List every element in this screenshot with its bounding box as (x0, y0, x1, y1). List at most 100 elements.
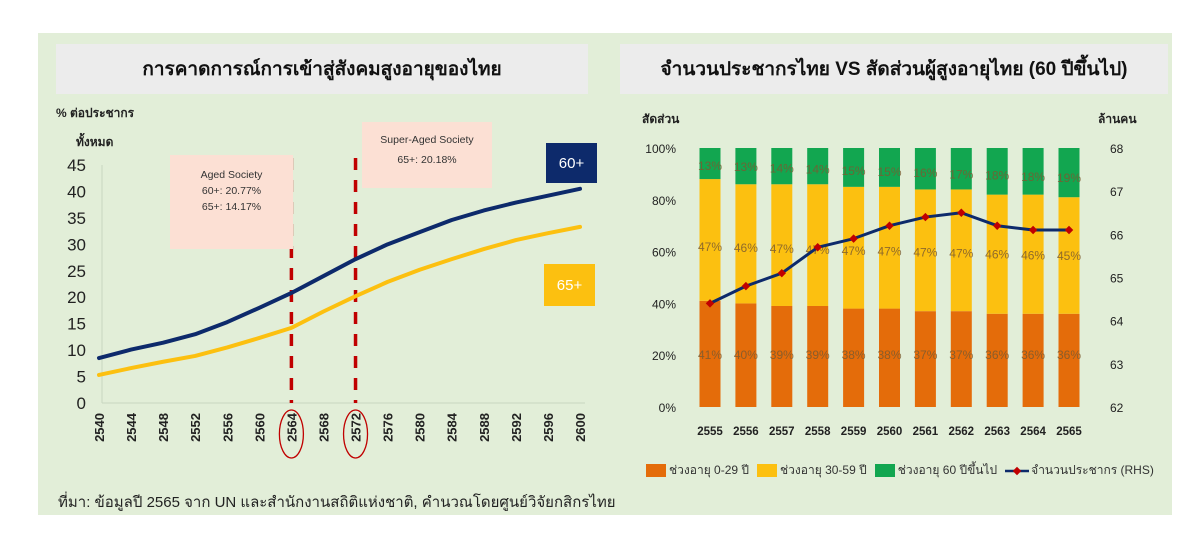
bar-segment-60-plus (1022, 148, 1044, 195)
bar-value-label: 39% (806, 348, 830, 362)
bar-value-label: 46% (734, 241, 758, 255)
right-y-tick-right: 65 (1110, 272, 1124, 286)
bar-value-label: 18% (1021, 170, 1045, 184)
bar-value-label: 47% (913, 246, 937, 260)
bar-value-label: 47% (877, 245, 901, 259)
bar-value-label: 41% (698, 348, 722, 362)
right-x-tick: 2563 (984, 426, 1010, 438)
bar-value-label: 37% (949, 348, 973, 362)
bar-value-label: 38% (877, 348, 901, 362)
left-x-tick: 2580 (413, 413, 428, 442)
right-y-tick-left: 20% (652, 349, 676, 363)
bar-value-label: 37% (913, 348, 937, 362)
left-chart-title: การคาดการณ์การเข้าสู่สังคมสูงอายุของไทย (56, 44, 588, 94)
right-chart-title: จำนวนประชากรไทย VS สัดส่วนผู้สูงอายุไทย … (620, 44, 1168, 94)
left-x-tick: 2588 (477, 413, 492, 442)
left-x-tick: 2556 (220, 413, 235, 442)
aged-line1: 60+: 20.77% (201, 185, 262, 197)
left-x-tick: 2592 (509, 413, 524, 442)
super-aged-annotation: Super-Aged Society 65+: 20.18% (362, 122, 492, 188)
right-x-tick: 2561 (913, 426, 939, 438)
left-y-tick: 15 (67, 315, 86, 334)
bar-value-label: 36% (1021, 348, 1045, 362)
left-x-tick: 2564 (284, 412, 299, 442)
legend-label-60-plus: ช่วงอายุ 60 ปีขึ้นไป (897, 463, 998, 477)
bar-value-label: 14% (806, 163, 830, 177)
left-y-tick: 10 (67, 341, 86, 360)
right-x-tick: 2556 (733, 426, 759, 438)
right-y-tick-right: 66 (1110, 228, 1124, 242)
marker-year-circle (342, 409, 369, 459)
left-y-tick: 25 (67, 262, 86, 281)
bar-value-label: 45% (1057, 249, 1081, 263)
right-y-tick-right: 67 (1110, 185, 1124, 199)
right-chart-plot: 0% 20% 40% 60% 80% 100% 62 63 64 65 66 67 68 41% 47% 13… (645, 142, 1124, 438)
bar-segment-0-29 (807, 305, 829, 407)
bar-value-label: 17% (949, 167, 973, 181)
population-marker (777, 268, 787, 278)
right-y-tick-right: 68 (1110, 142, 1124, 156)
left-x-tick: 2552 (188, 413, 203, 442)
left-y-tick: 40 (67, 182, 86, 201)
left-x-tick: 2596 (541, 413, 556, 442)
right-x-tick: 2562 (949, 426, 975, 438)
bar-value-label: 15% (842, 164, 866, 178)
super-aged-title: Super-Aged Society (380, 134, 474, 146)
right-x-tick: 2565 (1056, 426, 1082, 438)
left-y-tick: 5 (77, 368, 86, 387)
badge-65-plus: 65+ (544, 264, 595, 306)
bar-segment-0-29 (1022, 313, 1044, 407)
right-y-tick-left: 40% (652, 297, 676, 311)
bar-segment-0-29 (879, 308, 900, 407)
bar-segment-60-plus (807, 148, 829, 185)
population-marker (705, 299, 715, 308)
legend-label-30-59: ช่วงอายุ 30-59 ปี (780, 463, 867, 477)
right-x-tick: 2555 (697, 426, 723, 438)
left-x-tick: 2544 (124, 412, 139, 442)
right-y-tick-left: 100% (645, 142, 676, 156)
right-y-tick-left: 60% (652, 246, 676, 260)
bar-segment-30-59 (1058, 197, 1080, 314)
bar-segment-30-59 (879, 186, 900, 309)
left-x-tick: 2584 (445, 412, 460, 442)
aged-title: Aged Society (200, 169, 263, 181)
bar-value-label: 46% (1021, 248, 1045, 262)
right-x-tick: 2558 (805, 426, 831, 438)
left-y-tick: 45 (67, 156, 86, 175)
bar-segment-60-plus (879, 148, 900, 187)
bar-segment-60-plus (986, 148, 1008, 195)
bar-value-label: 14% (770, 161, 794, 175)
right-y-tick-left: 80% (652, 194, 676, 208)
right-chart-legend: ช่วงอายุ 0-29 ปี ช่วงอายุ 30-59 ปี ช่วงอ… (646, 461, 1154, 480)
left-x-tick: 2548 (156, 413, 171, 442)
left-y-axis-label-1: % ต่อประชากร (56, 106, 135, 120)
bar-value-label: 47% (698, 240, 722, 254)
bar-segment-30-59 (735, 184, 757, 304)
marker-year-circle (278, 409, 305, 459)
line-series-60-plus (97, 186, 582, 361)
bar-segment-0-29 (735, 303, 757, 407)
left-x-tick: 2600 (573, 413, 588, 442)
right-y-tick-left: 0% (659, 401, 677, 415)
bar-segment-0-29 (1058, 313, 1080, 407)
left-chart-plot: 0 5 10 15 20 25 30 35 40 45 2540 2544 2548 2552 2556 25… (67, 156, 588, 459)
bar-segment-30-59 (843, 186, 865, 309)
left-y-tick: 30 (67, 235, 86, 254)
bar-segment-30-59 (699, 179, 721, 301)
left-x-tick: 2560 (252, 413, 267, 442)
right-x-tick: 2560 (877, 426, 903, 438)
left-x-tick: 2568 (316, 413, 331, 442)
legend-swatch-30-59 (757, 464, 778, 477)
left-x-tick: 2572 (349, 413, 364, 442)
bar-segment-0-29 (843, 308, 865, 407)
bar-value-label: 47% (842, 244, 866, 258)
left-y-axis-label-2: ทั้งหมด (76, 135, 114, 149)
bar-value-label: 19% (1057, 171, 1081, 185)
bar-value-label: 36% (985, 348, 1009, 362)
bar-segment-60-plus (735, 148, 757, 185)
left-y-tick: 20 (67, 288, 86, 307)
bar-segment-60-plus (699, 148, 721, 180)
bar-segment-0-29 (986, 313, 1008, 407)
right-y-axis-label-right: ล้านคน (1098, 112, 1137, 126)
bar-segment-0-29 (950, 311, 972, 407)
